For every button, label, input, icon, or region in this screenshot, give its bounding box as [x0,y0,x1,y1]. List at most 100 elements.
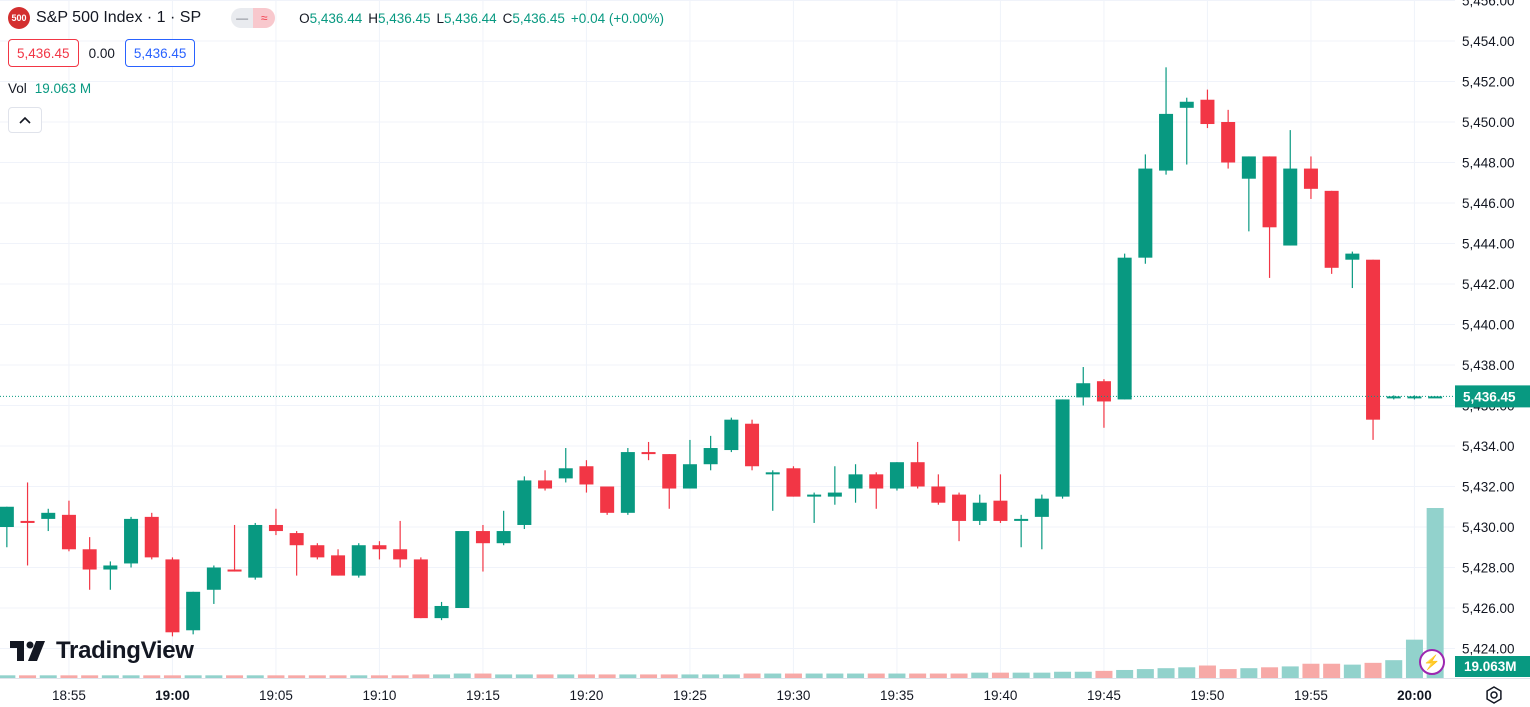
approx-icon[interactable]: ≈ [253,8,276,28]
candle[interactable] [434,601,449,621]
candle[interactable] [827,466,842,505]
tradingview-logo[interactable]: TradingView [10,637,194,665]
price-axis-bg [1455,0,1530,707]
candle[interactable] [144,512,159,560]
candle[interactable] [745,419,760,471]
minus-icon[interactable]: — [231,8,254,28]
candle[interactable] [413,557,428,619]
candle[interactable] [1241,156,1256,232]
candle[interactable] [889,462,904,491]
candle-body [765,472,780,475]
candle[interactable] [993,474,1008,523]
candle[interactable] [1366,259,1381,440]
buy-button[interactable]: 5,436.45 [124,39,196,67]
candle[interactable] [682,439,697,489]
sell-button[interactable]: 5,436.45 [8,39,79,67]
candle[interactable] [620,448,635,515]
candle[interactable] [1179,97,1194,165]
candle[interactable] [786,466,801,497]
candle[interactable] [61,500,76,552]
candle[interactable] [724,417,739,453]
candle[interactable] [351,543,366,578]
lightning-icon[interactable]: ⚡ [1419,649,1445,675]
candle[interactable] [206,565,221,604]
candle[interactable] [765,470,780,511]
candle[interactable] [931,474,946,505]
candle[interactable] [0,506,14,548]
symbol-title[interactable]: S&P 500 Index · 1 · SP [36,9,202,26]
candle[interactable] [1283,130,1298,246]
volume-bar [1302,663,1320,678]
candle[interactable] [455,531,470,608]
candle[interactable] [538,470,553,491]
candle[interactable] [1076,367,1091,406]
candle[interactable] [268,508,283,536]
candle[interactable] [289,531,304,576]
volume-bar [702,674,720,678]
volume-bar [1116,669,1134,678]
candle[interactable] [1117,253,1132,400]
candle[interactable] [165,557,180,637]
candle[interactable] [1262,156,1277,278]
price-tick-label: 5,440.00 [1462,318,1515,333]
candle[interactable] [1407,395,1422,400]
candle[interactable] [331,549,346,576]
candle[interactable] [20,482,35,566]
symbol-badge[interactable]: 500 [8,7,30,29]
last-price-tag [1455,385,1530,408]
candle[interactable] [1345,251,1360,289]
candle[interactable] [310,543,325,560]
candle[interactable] [910,441,925,489]
candle[interactable] [41,508,56,532]
candle[interactable] [1055,399,1070,499]
time-axis[interactable]: 18:55 19:00 19:05 19:10 19:15 19:20 19:25 19:30… [0,678,1530,707]
candle[interactable] [641,441,656,461]
candle[interactable] [517,476,532,530]
candle[interactable] [186,591,201,635]
candle[interactable] [103,561,118,590]
candle[interactable] [972,494,987,525]
candle[interactable] [496,510,511,546]
volume-bar [1054,671,1072,678]
candle[interactable] [807,492,822,523]
collapse-legend-button[interactable] [8,107,42,133]
candle[interactable] [248,522,263,580]
candle[interactable] [1200,89,1215,129]
candle[interactable] [393,520,408,568]
price-tick-label: 5,430.00 [1462,520,1515,535]
candle[interactable] [1034,494,1049,550]
candle[interactable] [1386,395,1401,400]
candle[interactable] [848,464,863,503]
candle[interactable] [600,486,615,515]
time-tick-label: 19:45 [1087,688,1121,703]
candle[interactable] [1428,396,1443,399]
time-tick-label: 19:00 [155,688,190,703]
candle[interactable] [558,448,573,483]
candle[interactable] [1159,67,1174,175]
candle[interactable] [124,516,139,568]
candle[interactable] [579,460,594,493]
candle[interactable] [1096,379,1111,428]
candle[interactable] [703,435,718,471]
candle-body [144,516,159,558]
candle[interactable] [475,524,490,572]
candle[interactable] [869,472,884,509]
price-axis[interactable]: 5,456.00 5,454.00 5,452.00 5,450.00 5,448.00… [1455,0,1530,707]
volume-bar [1095,670,1113,678]
candle[interactable] [1014,514,1029,548]
candle[interactable] [372,541,387,560]
candle[interactable] [1138,154,1153,264]
candle[interactable] [82,537,97,590]
candle[interactable] [1303,156,1318,199]
candle-body [227,569,242,572]
settings-gear-icon[interactable] [1484,685,1504,705]
candle[interactable] [662,454,677,509]
candle[interactable] [227,524,242,572]
change-value: +0.04 (+0.00%) [570,10,664,26]
chart-grid [0,0,1455,678]
candle[interactable] [1324,190,1339,274]
candle[interactable] [952,492,967,542]
candle[interactable] [1221,109,1236,169]
legend-toggle[interactable]: — ≈ [231,8,276,28]
